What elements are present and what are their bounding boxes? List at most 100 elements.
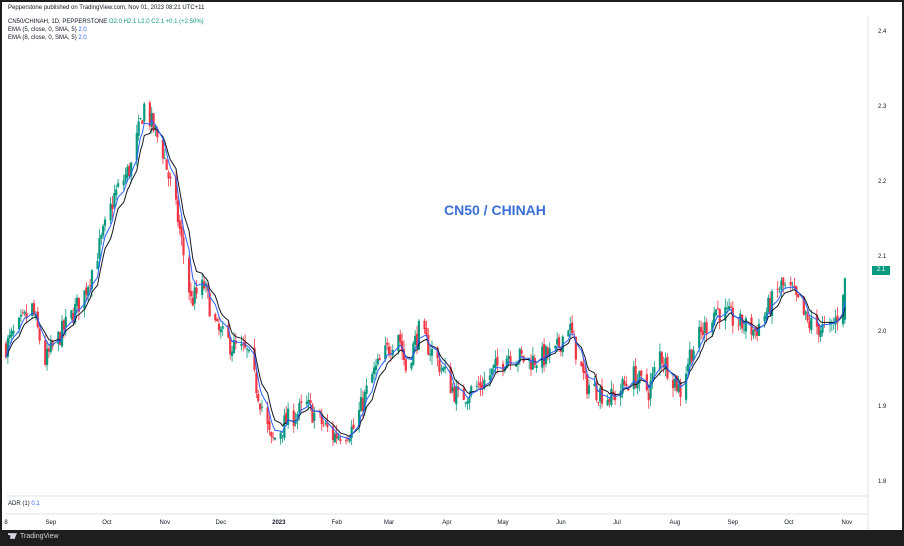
- candle-body: [520, 350, 523, 354]
- candle-body: [503, 367, 506, 371]
- candle-body: [322, 424, 325, 426]
- candle-body: [509, 356, 512, 365]
- candle-body: [195, 287, 198, 294]
- candle-body: [219, 329, 222, 333]
- candle-body: [44, 340, 47, 365]
- candle-body: [339, 439, 342, 442]
- candle-body: [821, 323, 824, 333]
- candle-body: [154, 126, 157, 128]
- candle-body: [47, 348, 51, 352]
- candle-body: [161, 139, 165, 159]
- x-tick-label: Nov: [159, 520, 170, 526]
- candle-body: [32, 303, 36, 315]
- candle-body: [584, 371, 587, 374]
- candle-body: [535, 365, 538, 368]
- candle-body: [716, 308, 719, 310]
- candle-body: [401, 341, 404, 352]
- candle-body: [518, 348, 521, 362]
- candle-body: [429, 353, 432, 356]
- candle-body: [305, 401, 308, 405]
- candle-body: [270, 431, 273, 437]
- candle-body: [770, 291, 774, 317]
- legend-ema8-label: EMA (8, close, 0, SMA, 5): [8, 35, 77, 41]
- candle-body: [649, 381, 652, 399]
- candle-body: [554, 345, 557, 349]
- candle-body: [810, 317, 813, 331]
- y-tick-label: 2.4: [878, 29, 887, 35]
- candle-body: [326, 422, 329, 428]
- candle-body: [548, 348, 551, 356]
- x-tick-label: Sep: [45, 520, 56, 526]
- legend-symbol-row: CN50/CHINAH, 1D, PEPPERSTONE O2.0 H2.1 L…: [8, 18, 204, 26]
- candle-body: [638, 371, 641, 384]
- candle-body: [455, 387, 458, 405]
- candle-body: [685, 373, 688, 400]
- candle-body: [557, 337, 561, 348]
- candle-body: [625, 383, 628, 386]
- legend-ema8-value: 2.0: [78, 35, 87, 41]
- candle-body: [242, 344, 245, 346]
- candle-body: [102, 225, 105, 236]
- ema5-line: [5, 119, 846, 439]
- y-tick-label: 2.3: [878, 104, 887, 110]
- candle-body: [191, 297, 194, 306]
- candle-body: [529, 360, 533, 370]
- candle-body: [662, 364, 665, 367]
- candle-body: [309, 400, 312, 404]
- tradingview-logo[interactable]: TradingView: [8, 533, 59, 540]
- candle-body: [96, 260, 99, 270]
- footer-bar: TradingView: [2, 530, 902, 544]
- x-tick-label: 8: [4, 520, 8, 526]
- x-tick-label: Nov: [841, 520, 852, 526]
- candle-body: [483, 379, 486, 389]
- candle-body: [464, 402, 467, 404]
- candle-body: [376, 358, 379, 365]
- candle-body: [98, 238, 101, 259]
- candle-body: [679, 382, 682, 398]
- candle-body: [468, 397, 471, 403]
- candle-body: [75, 297, 79, 306]
- ema8-line: [5, 127, 846, 437]
- chart-legend: CN50/CHINAH, 1D, PEPPERSTONE O2.0 H2.1 L…: [8, 18, 204, 42]
- candle-body: [677, 384, 680, 392]
- candle-body: [113, 193, 116, 207]
- candle-body: [769, 298, 772, 315]
- candle-body: [17, 317, 21, 329]
- x-tick-label: Dec: [216, 520, 227, 526]
- candle-body: [8, 334, 11, 338]
- candle-body: [143, 103, 146, 122]
- candle-body: [386, 342, 389, 345]
- candle-body: [711, 322, 714, 333]
- candle-body: [247, 349, 250, 352]
- tradingview-logo-icon: [8, 533, 17, 540]
- candle-body: [109, 203, 112, 221]
- candle-body: [496, 356, 499, 366]
- candle-body: [531, 355, 534, 370]
- candle-body: [64, 316, 67, 328]
- candle-body: [453, 386, 456, 402]
- candle-body: [410, 363, 413, 369]
- candle-body: [365, 385, 368, 394]
- candle-body: [784, 284, 787, 286]
- candle-body: [501, 363, 505, 370]
- candle-body: [352, 424, 355, 429]
- candle-body: [25, 312, 28, 319]
- candle-body: [77, 297, 80, 312]
- legend-ema5-label: EMA (5, close, 0, SMA, 5): [8, 27, 77, 33]
- candle-body: [580, 361, 583, 367]
- candle-body: [593, 383, 596, 387]
- candle-body: [623, 381, 626, 385]
- candle-body: [257, 394, 260, 401]
- candle-body: [671, 380, 675, 389]
- tradingview-brand: TradingView: [20, 533, 59, 540]
- candle-body: [608, 398, 611, 403]
- candle-body: [372, 367, 376, 375]
- legend-ema5-row: EMA (5, close, 0, SMA, 5) 2.0: [8, 26, 204, 34]
- x-tick-label: May: [497, 520, 508, 526]
- candle-body: [688, 349, 691, 365]
- legend-ohlc: O2.0 H2.1 L2.0 C2.1 +0.1 (+2.50%): [108, 19, 204, 25]
- price-chart[interactable]: 2.4 2.3 2.2 2.1 2.0 1.9 1.8 8 Sep Oct Nov Dec 2023 Fe…: [2, 2, 902, 530]
- candle-body: [60, 320, 64, 347]
- candle-body: [320, 413, 323, 425]
- candle-body: [103, 219, 107, 226]
